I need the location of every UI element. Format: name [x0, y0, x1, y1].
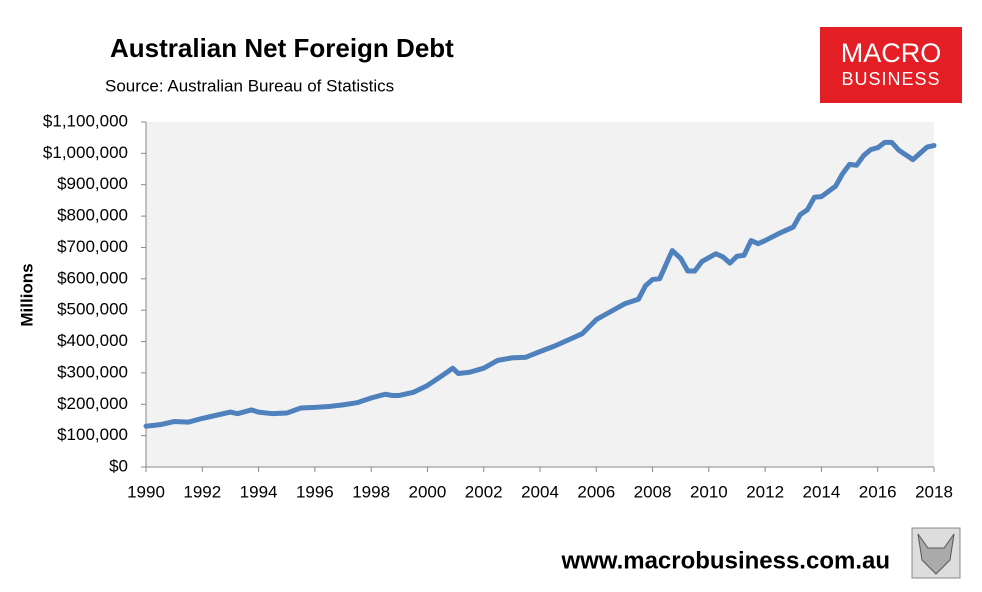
y-tick-label: $300,000 — [57, 362, 128, 381]
plot-area — [146, 122, 934, 467]
x-tick-label: 2016 — [859, 482, 897, 501]
y-tick-label: $0 — [109, 456, 128, 475]
x-tick-label: 2018 — [915, 482, 953, 501]
logo-text: MACRO — [841, 38, 942, 68]
x-tick-label: 1992 — [183, 482, 221, 501]
logo-text: BUSINESS — [841, 69, 940, 89]
x-tick-label: 2002 — [465, 482, 503, 501]
x-tick-label: 2008 — [634, 482, 672, 501]
x-tick-label: 1990 — [127, 482, 165, 501]
y-tick-label: $1,100,000 — [43, 111, 128, 130]
logo — [820, 27, 962, 103]
y-tick-label: $200,000 — [57, 394, 128, 413]
y-tick-label: $900,000 — [57, 174, 128, 193]
y-tick-label: $1,000,000 — [43, 143, 128, 162]
x-tick-label: 2014 — [803, 482, 841, 501]
x-tick-label: 2006 — [577, 482, 615, 501]
footer: www.macrobusiness.com.au — [560, 547, 890, 574]
line-series — [143, 139, 937, 429]
chart-subtitle: Source: Australian Bureau of Statistics — [105, 76, 394, 95]
y-tick-label: $700,000 — [57, 237, 128, 256]
y-tick-label: $600,000 — [57, 268, 128, 287]
fox-icon — [917, 533, 955, 575]
y-tick-label: $800,000 — [57, 206, 128, 225]
x-tick-label: 2010 — [690, 482, 728, 501]
y-tick-label: $100,000 — [57, 425, 128, 444]
y-axis-label: Millions — [17, 263, 36, 326]
x-tick-label: 1994 — [240, 482, 278, 501]
x-tick-label: 1996 — [296, 482, 334, 501]
x-tick-label: 1998 — [352, 482, 390, 501]
y-tick-label: $500,000 — [57, 300, 128, 319]
x-tick-label: 2012 — [746, 482, 784, 501]
y-tick-label: $400,000 — [57, 331, 128, 350]
x-tick-label: 2000 — [409, 482, 447, 501]
chart-title: Australian Net Foreign Debt — [110, 33, 454, 63]
x-tick-label: 2004 — [521, 482, 559, 501]
